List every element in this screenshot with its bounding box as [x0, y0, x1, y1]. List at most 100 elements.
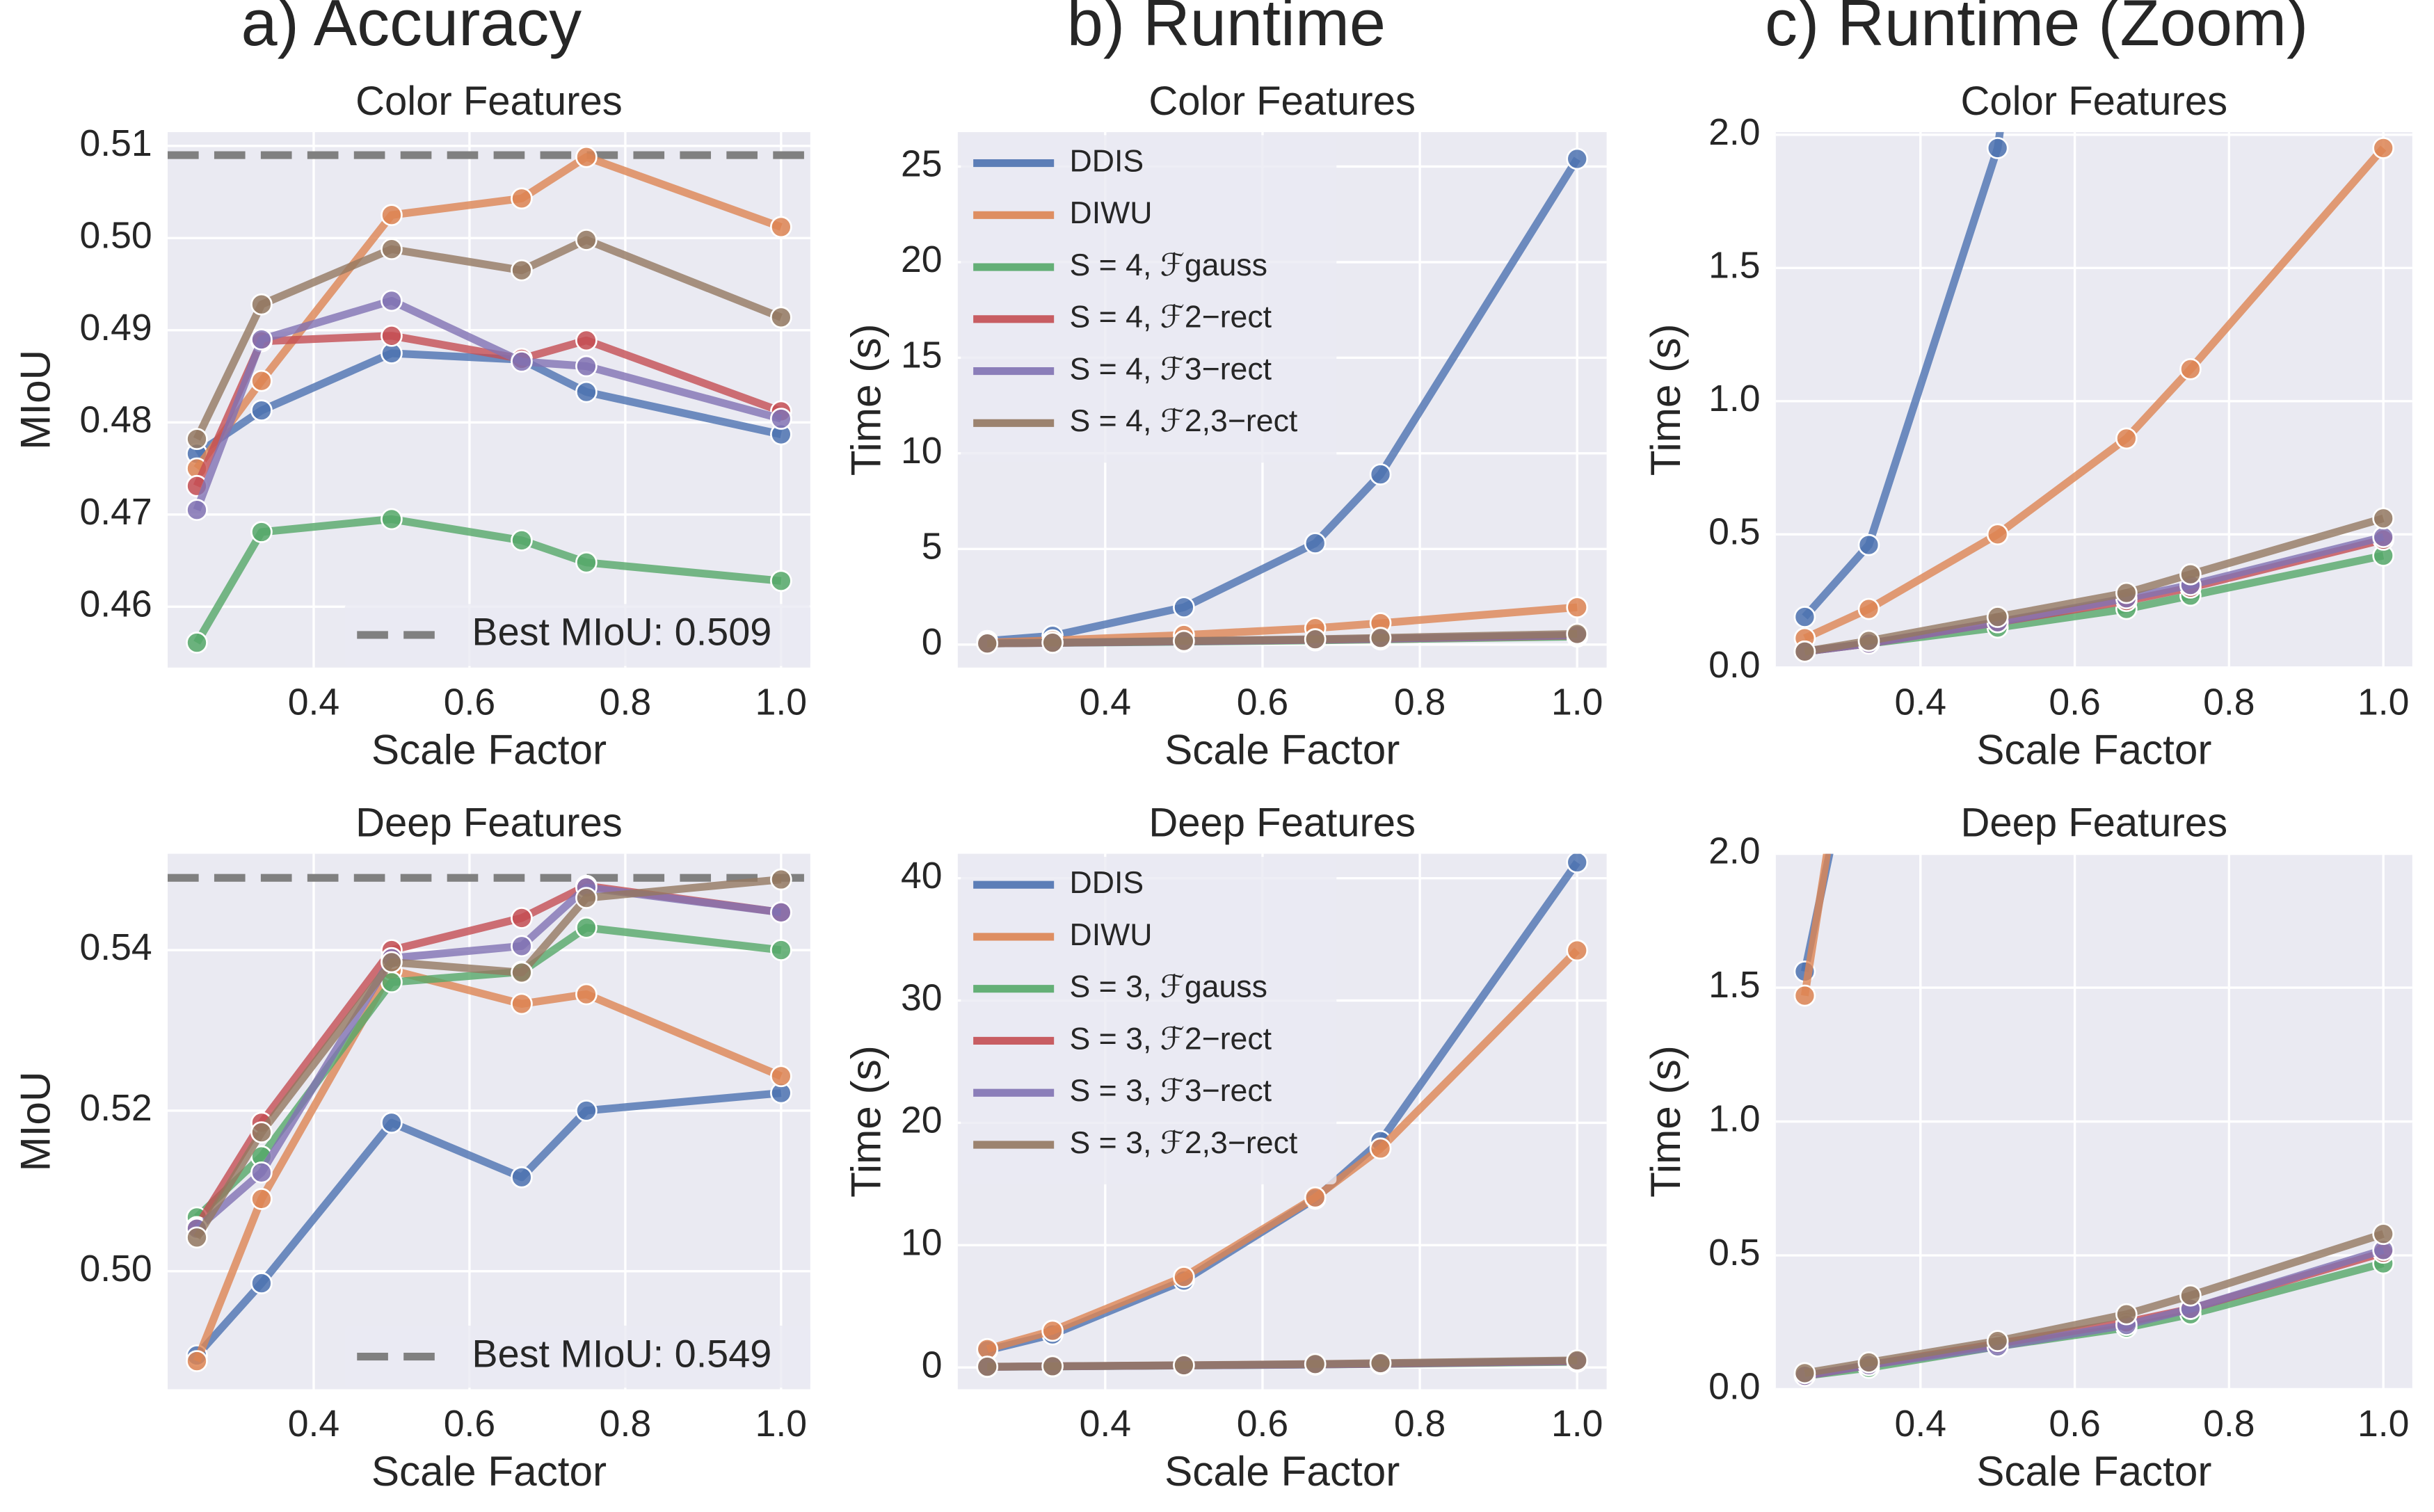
y-tick-label: 1.0 [1708, 1099, 1760, 1140]
chart-title: Color Features [355, 79, 623, 124]
point [575, 145, 598, 168]
y-tick-label: 2.0 [1708, 831, 1760, 872]
x-tick-label: 0.4 [288, 1404, 339, 1445]
legend-label: DIWU [1070, 918, 1153, 952]
point [1041, 632, 1064, 654]
y-tick-label: 30 [901, 978, 943, 1019]
legend-label: Best MIoU: 0.549 [472, 1332, 771, 1375]
point [250, 1121, 273, 1143]
point [381, 508, 403, 531]
y-tick-label: 0.54 [79, 927, 152, 968]
series-line [193, 966, 783, 1363]
point [1304, 628, 1327, 650]
point [575, 551, 598, 574]
legend-label: S = 3, ℱ3−rect [1070, 1074, 1272, 1108]
y-tick-label: 5 [922, 526, 943, 567]
point [1857, 629, 1880, 652]
point [1173, 629, 1195, 652]
point [976, 1356, 999, 1378]
y-axis-label: Time (s) [1642, 1045, 1689, 1198]
point [250, 1161, 273, 1184]
x-tick-label: 0.4 [1080, 682, 1131, 723]
y-tick-label: 0.50 [79, 215, 152, 256]
y-tick-label: 0.48 [79, 399, 152, 440]
x-tick-label: 0.6 [444, 1404, 495, 1445]
series-line [193, 296, 783, 512]
legend-box [344, 1325, 810, 1388]
y-tick-label: 20 [901, 1100, 943, 1141]
legend-label: S = 4, ℱgauss [1070, 248, 1267, 282]
y-tick-label: 0.51 [79, 123, 152, 164]
point [2179, 357, 2202, 380]
point [511, 992, 533, 1015]
point [511, 907, 533, 929]
y-tick-label: 25 [901, 144, 943, 185]
point [2115, 581, 2138, 604]
point [1041, 1319, 1064, 1342]
series-line [193, 515, 782, 645]
point [186, 1226, 208, 1249]
y-tick-label: 0.49 [79, 307, 152, 348]
point [575, 355, 598, 378]
point [1793, 1362, 1816, 1385]
point [186, 428, 208, 451]
x-tick-label: 0.8 [600, 682, 651, 723]
legend-label: DDIS [1070, 866, 1144, 900]
y-tick-label: 0.50 [79, 1248, 152, 1289]
plot-area [976, 147, 1589, 655]
point [2372, 1223, 2395, 1246]
x-tick-label: 0.4 [1895, 1404, 1946, 1445]
series-line [1803, 145, 2387, 642]
column-title: a) Accuracy [241, 0, 582, 59]
point [770, 901, 792, 924]
x-tick-label: 0.4 [288, 682, 339, 723]
y-axis-label: MIoU [12, 1072, 59, 1172]
x-tick-label: 0.6 [444, 682, 495, 723]
series-line [193, 236, 783, 441]
point [1986, 523, 2009, 546]
point [1304, 532, 1327, 554]
x-tick-label: 1.0 [2357, 1404, 2409, 1445]
point [2372, 526, 2395, 548]
point [1304, 1353, 1327, 1376]
point [1566, 939, 1589, 962]
x-tick-label: 0.8 [2203, 682, 2255, 723]
x-axis-label: Scale Factor [371, 1447, 607, 1495]
x-tick-label: 1.0 [755, 1404, 807, 1445]
legend-label: Best MIoU: 0.509 [472, 611, 771, 654]
point [511, 1166, 533, 1189]
y-tick-label: 1.0 [1708, 378, 1760, 419]
x-axis-label: Scale Factor [1976, 725, 2211, 773]
point [250, 293, 273, 316]
series-line [193, 875, 782, 1240]
point [381, 324, 403, 347]
plot-area [1793, 853, 2395, 1388]
point [511, 529, 533, 552]
point [1566, 622, 1589, 645]
point [381, 289, 403, 312]
legend-label: S = 3, ℱ2,3−rect [1070, 1126, 1298, 1160]
point [1566, 596, 1589, 619]
point [1369, 627, 1392, 650]
point [575, 380, 598, 403]
y-tick-label: 0.5 [1708, 1232, 1760, 1273]
plot-area [168, 145, 810, 654]
point [186, 1350, 208, 1372]
y-tick-label: 15 [901, 335, 943, 376]
legend-box [961, 857, 1337, 1184]
plot-area [976, 853, 1589, 1378]
x-tick-label: 0.8 [2203, 1404, 2255, 1445]
y-tick-label: 10 [901, 431, 943, 472]
series-line [193, 1088, 782, 1358]
point [1857, 533, 1880, 556]
point [1566, 1349, 1589, 1372]
point [250, 399, 273, 421]
point [511, 935, 533, 958]
point [1041, 1355, 1064, 1378]
y-tick-label: 0.0 [1708, 645, 1760, 686]
chart-title: Color Features [1960, 79, 2227, 124]
legend-box [344, 604, 810, 666]
point [511, 187, 533, 210]
y-tick-label: 0.52 [79, 1088, 152, 1129]
